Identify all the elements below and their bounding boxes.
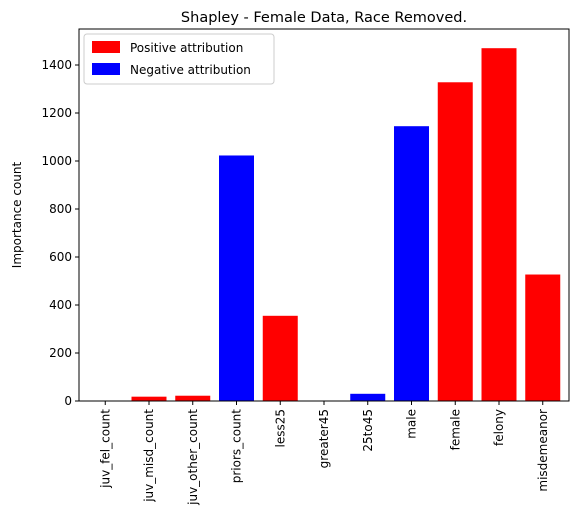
- x-tick-label: felony: [492, 409, 506, 446]
- bar-felony: [481, 48, 517, 401]
- x-tick-label: juv_fel_count: [98, 409, 112, 489]
- bar-less25: [262, 315, 298, 401]
- y-tick-label: 600: [49, 250, 72, 264]
- legend-swatch-negative: [92, 63, 120, 75]
- x-tick-label: misdemeanor: [536, 409, 550, 492]
- x-axis: juv_fel_count juv_misd_count juv_other_cou…: [98, 401, 550, 506]
- legend-box: [83, 33, 275, 85]
- bars-group: [131, 48, 561, 401]
- x-tick-label: greater45: [317, 409, 331, 468]
- legend: Positive attribution Negative attribution: [83, 33, 275, 85]
- y-axis: 0 200 400 600 800 1000 1200 1400: [41, 58, 79, 408]
- x-tick-label: less25: [273, 409, 287, 448]
- x-tick-label: 25to45: [361, 409, 375, 452]
- y-tick-label: 200: [49, 346, 72, 360]
- y-axis-label: Importance count: [10, 161, 24, 268]
- bar-juv_misd_count: [131, 396, 167, 401]
- y-tick-label: 0: [64, 394, 72, 408]
- x-tick-label: female: [448, 409, 462, 450]
- x-tick-label: male: [405, 409, 419, 439]
- legend-label-negative: Negative attribution: [130, 63, 251, 77]
- x-tick-label: juv_misd_count: [142, 409, 156, 503]
- legend-label-positive: Positive attribution: [130, 41, 243, 55]
- bar-juv_other_count: [175, 395, 211, 401]
- bar-25to45: [350, 393, 386, 401]
- bar-female: [437, 82, 473, 401]
- bar-priors_count: [219, 155, 254, 401]
- y-tick-label: 1000: [41, 154, 72, 168]
- x-tick-label: priors_count: [230, 409, 244, 484]
- y-tick-label: 800: [49, 202, 72, 216]
- x-tick-label: juv_other_count: [186, 409, 200, 506]
- y-tick-label: 400: [49, 298, 72, 312]
- y-tick-label: 1400: [41, 58, 72, 72]
- bar-male: [394, 126, 429, 401]
- bar-misdemeanor: [525, 274, 561, 401]
- legend-swatch-positive: [92, 41, 120, 53]
- plot-frame: [78, 28, 570, 402]
- y-tick-label: 1200: [41, 106, 72, 120]
- chart-title: Shapley - Female Data, Race Removed.: [181, 10, 467, 26]
